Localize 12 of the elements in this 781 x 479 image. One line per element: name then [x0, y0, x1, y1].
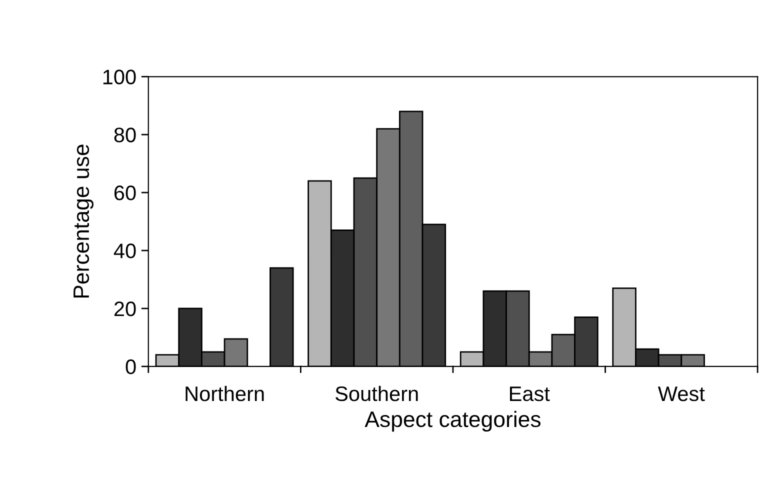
y-tick-label: 80: [114, 128, 136, 142]
y-tick-label: 0: [126, 359, 136, 374]
x-tick-label: East: [510, 386, 550, 402]
y-tick-label: 40: [114, 244, 136, 258]
y-tick-label: 60: [114, 186, 136, 200]
x-axis-title: Aspect categories: [364, 410, 540, 432]
y-tick-label: 100: [103, 70, 136, 84]
x-tick-label: West: [658, 386, 705, 402]
x-tick-label: Southern: [336, 386, 418, 402]
x-tick-label: Northern: [186, 386, 264, 402]
y-tick-label: 20: [114, 301, 136, 316]
y-axis-title: Percentage use: [74, 144, 94, 298]
